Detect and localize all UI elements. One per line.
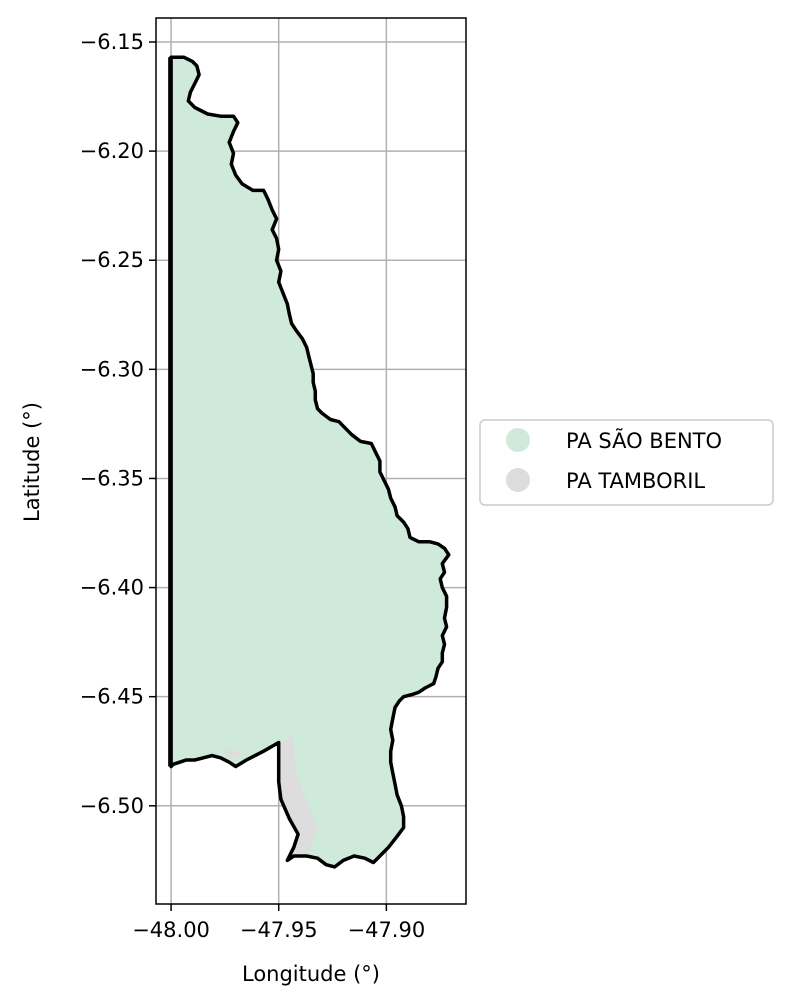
x-tick-label: −47.95 [240,918,318,942]
legend-marker-tamboril [506,468,530,492]
x-tick-label: −48.00 [132,918,210,942]
y-tick-label: −6.40 [80,576,144,600]
legend-marker-sao-bento [506,428,530,452]
y-tick-label: −6.30 [80,357,144,381]
y-tick-label: −6.25 [80,248,144,272]
legend-label-sao-bento: PA SÃO BENTO [566,427,722,453]
y-tick-label: −6.15 [80,30,144,54]
y-axis-label: Latitude (°) [20,402,44,522]
legend: PA SÃO BENTO PA TAMBORIL [480,420,773,505]
region-sao-bento-fill [171,57,449,867]
map-regions [169,57,449,867]
y-tick-label: −6.45 [80,685,144,709]
y-tick-label: −6.20 [80,139,144,163]
y-tick-label: −6.35 [80,466,144,490]
legend-label-tamboril: PA TAMBORIL [566,469,705,493]
x-tick-label: −47.90 [347,918,425,942]
y-tick-label: −6.50 [80,794,144,818]
x-axis-label: Longitude (°) [242,962,380,986]
